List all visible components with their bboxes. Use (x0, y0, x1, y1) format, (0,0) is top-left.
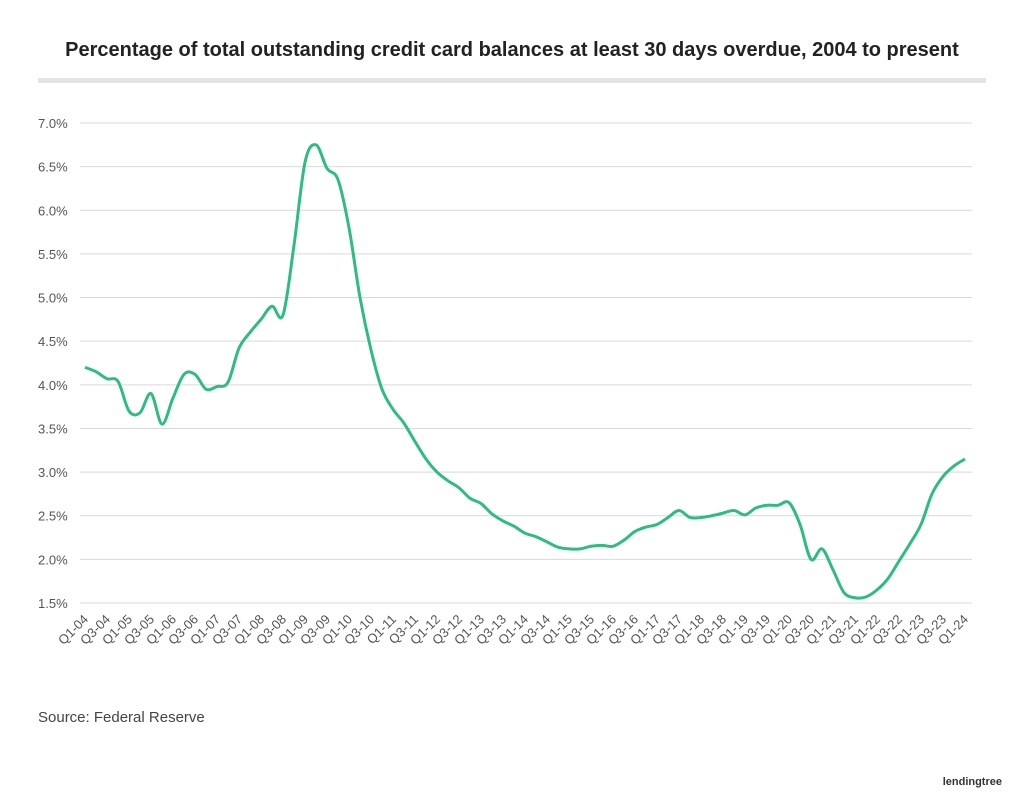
y-tick-label: 2.5% (38, 509, 68, 524)
y-tick-label: 5.0% (38, 291, 68, 306)
y-tick-label: 6.5% (38, 160, 68, 175)
source-note: Source: Federal Reserve (38, 709, 205, 726)
y-tick-label: 4.5% (38, 334, 68, 349)
y-tick-label: 4.0% (38, 378, 68, 393)
data-line (84, 143, 966, 600)
y-tick-label: 7.0% (38, 116, 68, 131)
y-tick-label: 1.5% (38, 596, 68, 611)
y-tick-label: 5.5% (38, 247, 68, 262)
chart-title: Percentage of total outstanding credit c… (65, 39, 959, 61)
title-rule (38, 78, 986, 83)
plot-area: 1.5% 2.0% 2.5% 3.0% 3.5% 4.0% 4.5% 5.0% 5.5% 6.0%… (38, 116, 972, 648)
brand-logo: lendingtree (943, 776, 1002, 788)
y-tick-label: 6.0% (38, 203, 68, 218)
y-tick-label: 3.0% (38, 465, 68, 480)
y-tick-label: 3.5% (38, 421, 68, 436)
y-tick-label: 2.0% (38, 552, 68, 567)
